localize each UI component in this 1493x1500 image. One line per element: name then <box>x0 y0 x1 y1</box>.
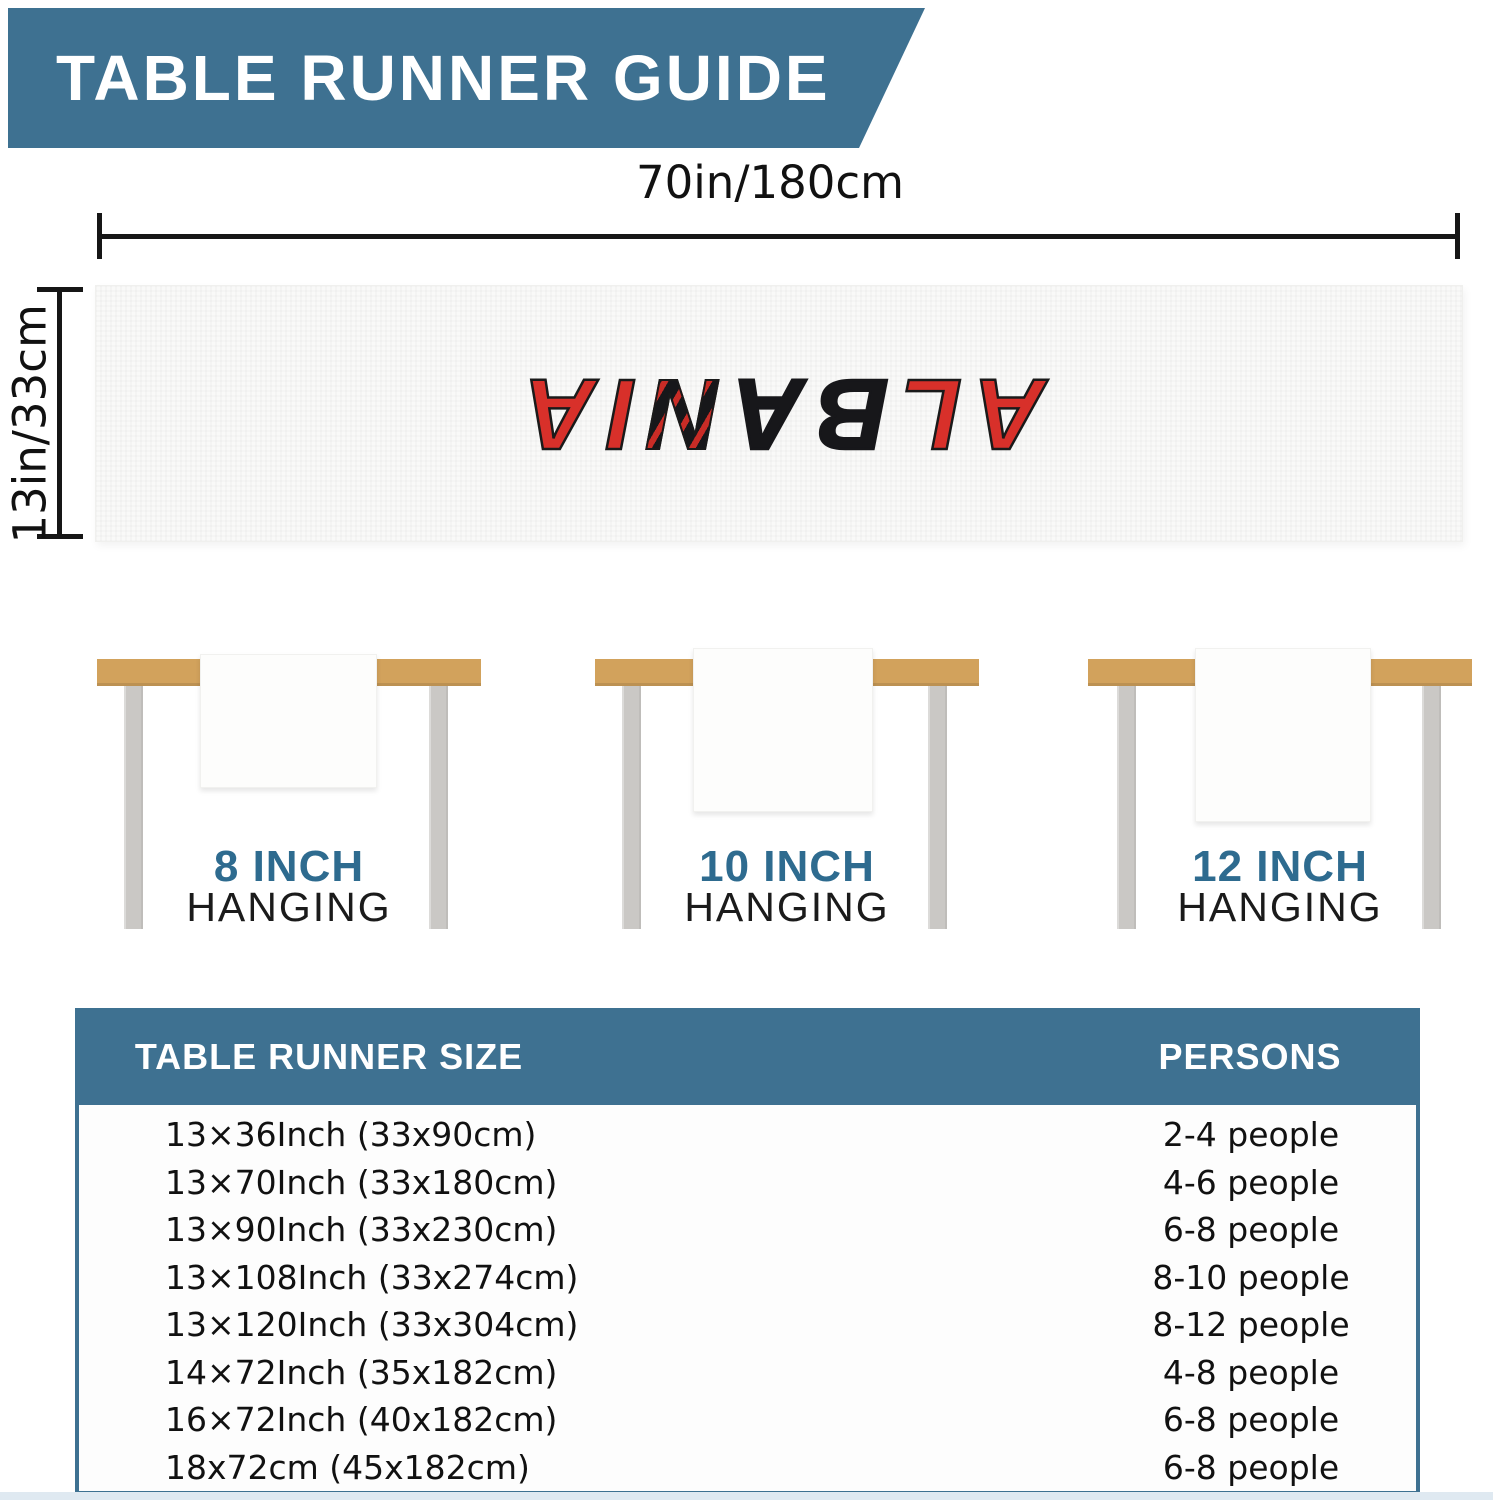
hanging-runner <box>200 654 377 788</box>
dimension-tick-right <box>1455 213 1460 259</box>
hanging-figure-10-inch: 10 INCH HANGING <box>595 648 979 934</box>
cell-runner-size: 13×36Inch (33x90cm) <box>165 1115 537 1155</box>
print-letter: N <box>635 357 721 471</box>
hanging-figure-12-inch: 12 INCH HANGING <box>1088 648 1472 934</box>
cell-persons-seated: 6-8 people <box>1162 1210 1340 1250</box>
table-row: 13×70Inch (33x180cm) 4-6 people <box>79 1163 1416 1202</box>
table-row: 13×90Inch (33x230cm) 6-8 people <box>79 1210 1416 1249</box>
hanging-runner <box>693 648 873 812</box>
table-row: 13×120Inch (33x304cm) 8-12 people <box>79 1305 1416 1344</box>
title-banner: TABLE RUNNER GUIDE <box>8 8 925 148</box>
hang-size-label: 10 INCH <box>699 842 875 891</box>
table-row: 13×108Inch (33x274cm) 8-10 people <box>79 1258 1416 1297</box>
hang-sub-label: HANGING <box>186 884 392 930</box>
runner-width-label: 70in/180cm <box>636 156 904 209</box>
cell-persons-seated: 6-8 people <box>1162 1447 1340 1487</box>
hang-sub-label: HANGING <box>1177 884 1383 930</box>
cell-runner-size: 13×70Inch (33x180cm) <box>165 1162 558 1202</box>
print-letter: A <box>511 356 598 471</box>
table-leg-right <box>928 686 947 929</box>
hang-size-label: 8 INCH <box>213 842 365 891</box>
dimension-tick-top <box>37 287 83 292</box>
table-body: 13×36Inch (33x90cm) 2-4 people 13×70Inch… <box>75 1105 1420 1498</box>
table-leg-left <box>1117 686 1136 929</box>
cell-runner-size: 13×108Inch (33x274cm) <box>165 1257 579 1297</box>
column-header-persons: PERSONS SEATED <box>1158 1036 1342 1174</box>
cell-persons-seated: 4-6 people <box>1162 1162 1340 1202</box>
cell-persons-seated: 8-12 people <box>1152 1305 1350 1345</box>
cell-runner-size: 13×90Inch (33x230cm) <box>165 1210 558 1250</box>
table-leg-left <box>622 686 641 929</box>
print-letter: L <box>887 356 963 471</box>
table-leg-right <box>429 686 448 929</box>
table-leg-right <box>1422 686 1441 929</box>
table-row: 16×72Inch (40x182cm) 6-8 people <box>79 1400 1416 1439</box>
table-runner-image: ALBANIA <box>95 285 1463 542</box>
hang-size-label: 12 INCH <box>1192 842 1368 891</box>
cell-persons-seated: 2-4 people <box>1162 1115 1340 1155</box>
print-letter: A <box>719 356 806 471</box>
runner-height-label: 13in/33cm <box>3 304 57 544</box>
column-header-size: TABLE RUNNER SIZE <box>134 1036 524 1077</box>
cell-persons-seated: 4-8 people <box>1162 1352 1340 1392</box>
cell-runner-size: 16×72Inch (40x182cm) <box>165 1400 558 1440</box>
table-row: 14×72Inch (35x182cm) 4-8 people <box>79 1353 1416 1392</box>
cell-persons-seated: 6-8 people <box>1162 1400 1340 1440</box>
table-header-row: TABLE RUNNER SIZE PERSONS SEATED <box>75 1008 1420 1174</box>
table-row: 13×36Inch (33x90cm) 2-4 people <box>79 1115 1416 1154</box>
width-dimension-line <box>97 213 1460 259</box>
hang-sub-label: HANGING <box>684 884 890 930</box>
dimension-tick-bottom <box>37 534 83 539</box>
image-bottom-edge <box>0 1492 1493 1500</box>
dimension-tick-left <box>97 213 102 259</box>
print-letter: I <box>595 356 637 471</box>
cell-persons-seated: 8-10 people <box>1152 1257 1350 1297</box>
cell-runner-size: 14×72Inch (35x182cm) <box>165 1352 558 1392</box>
print-letter: B <box>803 356 890 471</box>
cell-runner-size: 13×120Inch (33x304cm) <box>165 1305 579 1345</box>
size-reference-table: TABLE RUNNER SIZE PERSONS SEATED 13×36In… <box>75 1008 1420 1498</box>
table-row: 18x72cm (45x182cm) 6-8 people <box>79 1448 1416 1487</box>
print-letter: A <box>961 356 1048 471</box>
height-dimension-line <box>37 287 83 539</box>
hanging-figure-8-inch: 8 INCH HANGING <box>97 654 481 934</box>
cell-runner-size: 18x72cm (45x182cm) <box>165 1447 530 1487</box>
hanging-runner <box>1195 648 1371 822</box>
page-title: TABLE RUNNER GUIDE <box>56 42 831 114</box>
table-leg-left <box>124 686 143 929</box>
albania-print-text: ALBANIA <box>511 356 1047 471</box>
